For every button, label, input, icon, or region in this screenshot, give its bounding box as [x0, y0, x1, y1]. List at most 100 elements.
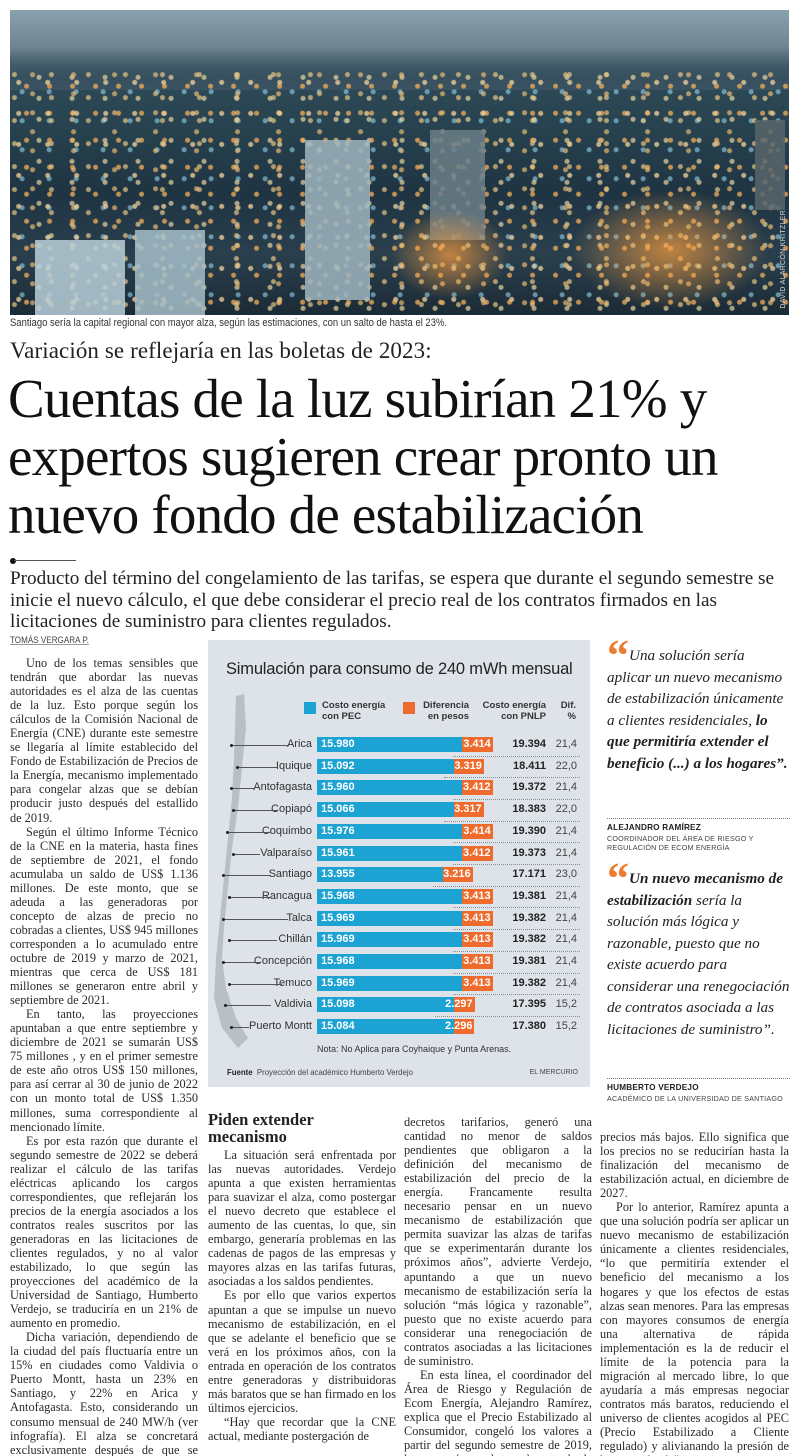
bar-pec-label: 15.084 — [321, 1020, 355, 1033]
row-label: Copiapó — [271, 803, 312, 816]
deck: Producto del término del congelamiento d… — [10, 568, 775, 632]
row-label: Rancagua — [261, 889, 312, 902]
bar-pec-label: 15.968 — [321, 955, 355, 967]
subhead: Piden extender mecanismo — [208, 1110, 314, 1146]
bar-pec — [317, 780, 462, 796]
pnlp-value: 19.382 — [512, 933, 546, 946]
map-city-dot — [230, 787, 233, 791]
pnlp-value: 18.411 — [512, 759, 546, 772]
bar-pec — [317, 758, 454, 774]
chart-source: Fuente Proyección del académico Humberto… — [227, 1068, 413, 1077]
dif-value: 21,4 — [555, 889, 577, 902]
row-divider — [443, 777, 580, 779]
bar-diff-label: 3.413 — [463, 889, 491, 902]
row-label: Coquimbo — [261, 824, 312, 837]
row-label: Chillán — [278, 933, 312, 946]
map-city-dot — [232, 852, 235, 856]
quote-mark-icon: “ — [607, 854, 629, 903]
photo-caption: Santiago sería la capital regional con m… — [10, 317, 448, 329]
bar-pec-label: 15.961 — [321, 846, 355, 859]
bar-pec-label: 15.968 — [321, 889, 355, 902]
chile-map-icon — [214, 694, 248, 1048]
map-city-dot — [222, 874, 225, 878]
pnlp-value: 19.381 — [512, 889, 546, 902]
map-leader-line — [225, 918, 288, 920]
bar-diff-label: 3.414 — [463, 738, 491, 750]
quote-mark-icon: “ — [607, 631, 629, 680]
legend-line: % — [567, 711, 576, 722]
bar-diff — [461, 975, 493, 991]
headline: Cuentas de la luz subirían 21% y experto… — [8, 370, 798, 544]
body-column-2: La situación será enfrentada por las nue… — [208, 1148, 396, 1443]
row-label: Iquique — [275, 759, 312, 772]
dif-value: 21,4 — [555, 933, 577, 946]
row-divider — [452, 864, 580, 865]
pnlp-value: 19.382 — [512, 911, 546, 924]
bar-pec — [317, 888, 462, 904]
bar-pec-label: 15.066 — [321, 803, 355, 816]
quote-author-role: COORDINADOR DEL ÁREA DE RIESGO Y REGULAC… — [607, 834, 754, 852]
paragraph: precios más bajos. Ello significa que lo… — [600, 1130, 789, 1201]
map-city-dot — [228, 895, 231, 899]
legend-label-pnlp: Costo energía con PNLP — [476, 700, 546, 722]
bar-pec — [317, 737, 462, 752]
paragraph: Por lo anterior, Ramírez apunta a que un… — [600, 1200, 789, 1456]
quote-divider — [607, 1078, 790, 1079]
paragraph: Según el último Informe Técnico de la CN… — [10, 824, 198, 1008]
legend-line: con PNLP — [501, 711, 546, 722]
dif-value: 21,4 — [555, 911, 577, 924]
bar-diff-label: 2.297 — [445, 998, 473, 1011]
kicker: Variación se reflejaría en las boletas d… — [10, 338, 432, 363]
row-divider — [452, 907, 580, 909]
bar-diff — [461, 780, 493, 796]
map-leader-line — [239, 766, 277, 768]
paragraph: Es por ello que varios expertos apuntan … — [208, 1288, 396, 1415]
dif-value: 15,2 — [555, 1020, 577, 1033]
bar-pec — [317, 823, 462, 839]
publisher-credit: EL MERCURIO — [529, 1069, 578, 1076]
quote-text-bold: lo que permitiría extender el beneficio … — [607, 711, 788, 772]
pnlp-value: 19.382 — [512, 976, 546, 989]
map-city-dot — [236, 765, 239, 769]
headline-line: expertos sugieren crear pronto un — [8, 426, 719, 487]
quote-author-role: ACADÉMICO DE LA UNIVERSIDAD DE SANTIAGO — [607, 1094, 783, 1103]
legend-swatch-diff — [403, 702, 415, 714]
map-leader-line — [235, 853, 260, 855]
map-leader-line — [225, 962, 260, 963]
map-city-dot — [222, 961, 225, 964]
paragraph: En esta línea, el coordinador del Área d… — [404, 1367, 592, 1456]
pnlp-value: 18.383 — [512, 803, 546, 816]
bar-pec — [317, 867, 444, 883]
row-label: Antofagasta — [253, 781, 312, 794]
dif-value: 15,2 — [555, 998, 577, 1011]
source-text: Proyección del académico Humberto Verdej… — [256, 1068, 413, 1077]
rule-dot — [10, 558, 16, 564]
pull-quote-2: “Un nuevo mecanismo de estabilización se… — [607, 854, 792, 1040]
legend-line: Costo energía — [322, 700, 386, 711]
bar-pec — [317, 954, 462, 969]
row-label: Santiago — [268, 868, 312, 881]
headline-line: Cuentas de la luz subirían 21% y — [8, 368, 707, 429]
source-label: Fuente — [227, 1068, 253, 1077]
infographic-title: Simulación para consumo de 240 mWh mensu… — [226, 660, 573, 678]
bar-diff-label: 3.413 — [463, 911, 491, 924]
bar-pec — [317, 932, 462, 948]
map-city-dot — [232, 809, 235, 813]
dif-value: 21,4 — [555, 955, 577, 967]
bar-pec — [317, 802, 454, 818]
legend-label-dif: Dif.% — [552, 700, 576, 722]
bar-diff-label: 3.413 — [463, 933, 491, 946]
bar-diff — [453, 997, 475, 1013]
map-leader-line — [231, 940, 277, 942]
bar-pec — [317, 1019, 454, 1035]
row-label: Valparaíso — [260, 846, 312, 859]
map-city-dot — [230, 744, 233, 747]
dif-value: 23,0 — [555, 868, 577, 881]
row-divider — [452, 842, 580, 844]
infographic: Simulación para consumo de 240 mWh mensu… — [208, 640, 590, 1087]
map-leader-line — [235, 810, 277, 812]
pnlp-value: 17.171 — [512, 868, 546, 881]
bar-diff — [461, 910, 493, 926]
map-city-dot — [224, 1004, 227, 1008]
bar-pec-label: 15.969 — [321, 976, 355, 989]
